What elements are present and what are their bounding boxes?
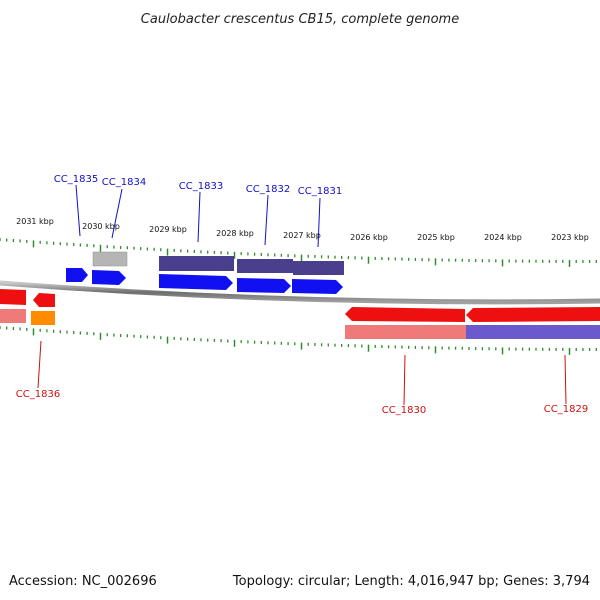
scale-label-2024: 2024 kbp	[484, 233, 522, 242]
gene-label-cc1829[interactable]: CC_1829	[544, 404, 588, 415]
leader-cc1830	[403, 354, 406, 406]
gene-feature-cc1836-pale[interactable]	[0, 309, 26, 323]
gene-label-cc1834[interactable]: CC_1834	[102, 177, 146, 188]
gene-arrow-cc1834[interactable]	[92, 270, 126, 285]
gene-feature-cc1832-alt[interactable]	[237, 259, 293, 273]
genome-backbone	[0, 280, 600, 305]
leader-cc1832	[264, 194, 269, 246]
genome-summary-text: Topology: circular; Length: 4,016,947 bp…	[232, 574, 590, 589]
gene-arrow-cc1832[interactable]	[237, 278, 291, 293]
scale-label-2026: 2026 kbp	[350, 233, 388, 242]
leader-cc1836	[37, 340, 42, 389]
gene-arrow-cc1835[interactable]	[66, 268, 88, 282]
accession-text: Accession: NC_002696	[9, 574, 157, 589]
leader-cc1834	[111, 188, 123, 239]
gene-feature-cc1833-alt[interactable]	[159, 256, 234, 271]
gene-label-cc1831[interactable]: CC_1831	[298, 186, 342, 197]
leader-cc1833	[197, 191, 201, 243]
gene-arrow-cc1836[interactable]	[33, 293, 55, 307]
gene-label-cc1832[interactable]: CC_1832	[246, 184, 290, 195]
gene-label-cc1835[interactable]: CC_1835	[54, 174, 98, 185]
scale-label-2025: 2025 kbp	[417, 233, 455, 242]
gene-arrow-cc1829[interactable]	[466, 307, 600, 322]
leader-cc1829	[564, 354, 567, 405]
leader-cc1831	[317, 197, 321, 248]
forward-strand-features	[92, 251, 344, 275]
gene-feature-cc1830-pale[interactable]	[345, 325, 466, 339]
scale-label-2029: 2029 kbp	[149, 225, 187, 234]
scale-label-2023: 2023 kbp	[551, 233, 589, 242]
gene-feature-cc1836-orange[interactable]	[31, 311, 55, 325]
gene-feature-cc1829-mixed[interactable]	[466, 325, 600, 339]
gene-label-cc1833[interactable]: CC_1833	[179, 181, 223, 192]
gene-feature-cc1831-alt[interactable]	[293, 261, 344, 275]
reverse-strand-features	[0, 309, 600, 339]
gene-labels: CC_1835 CC_1834 CC_1833 CC_1832 CC_1831 …	[16, 174, 588, 416]
scale-label-2028: 2028 kbp	[216, 229, 254, 238]
gene-arrow-cc1833[interactable]	[159, 274, 233, 290]
scale-label-2030: 2030 kbp	[82, 222, 120, 231]
gene-arrow-cc1836-left[interactable]	[0, 289, 26, 305]
upper-tick-track	[0, 238, 597, 267]
forward-strand-genes	[66, 268, 343, 294]
gene-label-cc1830[interactable]: CC_1830	[382, 405, 426, 416]
map-title: Caulobacter crescentus CB15, complete ge…	[141, 12, 459, 27]
scale-labels: 2031 kbp 2030 kbp 2029 kbp 2028 kbp 2027…	[16, 217, 589, 242]
label-leaders	[37, 184, 567, 406]
lower-tick-track	[0, 326, 597, 355]
gene-label-cc1836[interactable]: CC_1836	[16, 389, 60, 400]
scale-label-2031: 2031 kbp	[16, 217, 54, 226]
gene-feature-pseudo[interactable]	[92, 251, 128, 267]
reverse-strand-genes	[0, 289, 600, 322]
scale-label-2027: 2027 kbp	[283, 231, 321, 240]
leader-cc1835	[75, 184, 81, 237]
gene-arrow-cc1830[interactable]	[345, 307, 465, 322]
gene-arrow-cc1831[interactable]	[292, 279, 343, 294]
